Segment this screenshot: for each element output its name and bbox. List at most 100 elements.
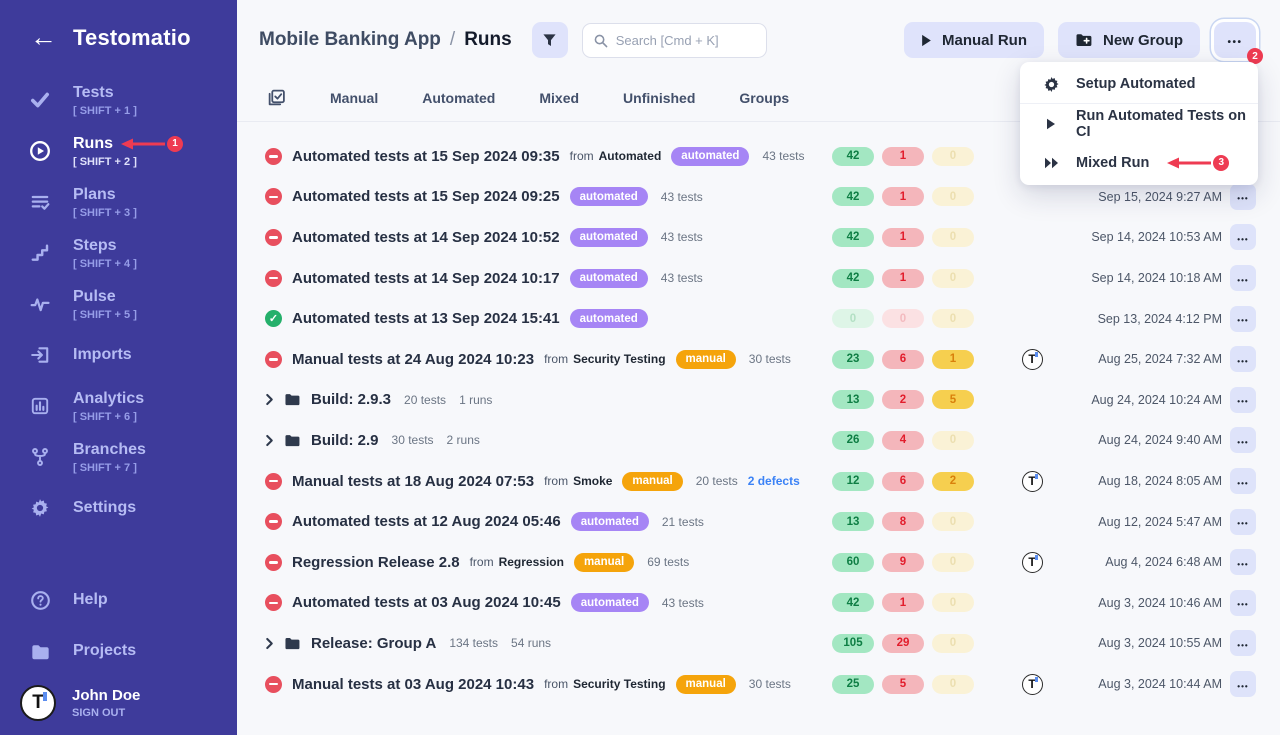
source-name: Smoke bbox=[573, 474, 613, 489]
row-menu-button[interactable] bbox=[1230, 386, 1256, 413]
annotation-arrow-1: 1 bbox=[121, 135, 183, 152]
ellipsis-icon bbox=[1237, 392, 1248, 407]
row-menu-button[interactable] bbox=[1230, 549, 1256, 576]
run-row[interactable]: Regression Release 2.8 from Regression manu… bbox=[265, 542, 1256, 583]
tests-count: 21 tests bbox=[661, 514, 704, 529]
runs-board-icon[interactable] bbox=[267, 88, 286, 107]
sidebar-item-shortcut: [ SHIFT + 4 ] bbox=[73, 257, 137, 270]
sidebar-item-tests[interactable]: Tests [ SHIFT + 1 ] bbox=[0, 83, 237, 117]
runs-list: Automated tests at 15 Sep 2024 09:35 from… bbox=[237, 122, 1280, 704]
row-menu-button[interactable] bbox=[1230, 427, 1256, 454]
sign-out-link[interactable]: SIGN OUT bbox=[72, 707, 126, 719]
run-row[interactable]: Automated tests at 03 Aug 2024 10:45 auto… bbox=[265, 583, 1256, 624]
tests-count: 43 tests bbox=[661, 595, 704, 610]
row-menu-button[interactable] bbox=[1230, 224, 1256, 251]
run-row[interactable]: Automated tests at 13 Sep 2024 15:41 auto… bbox=[265, 298, 1256, 339]
sidebar-item-projects[interactable]: Projects bbox=[0, 634, 237, 668]
steps-icon bbox=[29, 243, 51, 263]
annotation-badge: 1 bbox=[167, 135, 183, 152]
group-row[interactable]: Build: 2.9.3 20 tests 1 runs 13 2 5 Aug 24, 20… bbox=[265, 380, 1256, 421]
ellipsis-icon bbox=[1237, 636, 1248, 651]
sidebar-item-runs[interactable]: Runs 1 [ SHIFT + 2 ] bbox=[0, 134, 237, 168]
user-avatar[interactable] bbox=[20, 685, 56, 721]
sidebar-item-imports[interactable]: Imports bbox=[0, 338, 237, 372]
chevron-right-icon[interactable] bbox=[265, 391, 274, 408]
user-row: John Doe SIGN OUT bbox=[0, 685, 237, 721]
sidebar-item-analytics[interactable]: Analytics [ SHIFT + 6 ] bbox=[0, 389, 237, 423]
run-title: Build: 2.9.3 bbox=[311, 391, 392, 409]
double-play-icon bbox=[1042, 157, 1060, 169]
row-menu-button[interactable] bbox=[1230, 305, 1256, 332]
sidebar-item-settings[interactable]: Settings bbox=[0, 491, 237, 525]
row-menu-button[interactable] bbox=[1230, 265, 1256, 292]
passed-count-pill: 42 bbox=[832, 187, 874, 207]
row-menu-button[interactable] bbox=[1230, 671, 1256, 698]
run-author-avatar bbox=[1021, 470, 1043, 492]
run-status-blocked-icon bbox=[265, 350, 282, 368]
row-menu-button[interactable] bbox=[1230, 630, 1256, 657]
failed-count-pill: 6 bbox=[882, 471, 924, 491]
failed-count-pill: 6 bbox=[882, 349, 924, 369]
run-row[interactable]: Automated tests at 14 Sep 2024 10:52 auto… bbox=[265, 217, 1256, 258]
run-row[interactable]: Automated tests at 14 Sep 2024 10:17 auto… bbox=[265, 258, 1256, 299]
play-icon bbox=[921, 34, 932, 47]
ellipsis-icon bbox=[1237, 514, 1248, 529]
from-label: from bbox=[544, 677, 569, 692]
run-row[interactable]: Manual tests at 18 Aug 2024 07:53 from Smo… bbox=[265, 461, 1256, 502]
run-title: Automated tests at 13 Sep 2024 15:41 bbox=[292, 310, 560, 328]
run-row[interactable]: Automated tests at 15 Sep 2024 09:35 from… bbox=[265, 136, 1256, 177]
group-row[interactable]: Release: Group A 134 tests 54 runs 105 29 0 Au… bbox=[265, 623, 1256, 664]
sidebar-item-pulse[interactable]: Pulse [ SHIFT + 5 ] bbox=[0, 287, 237, 321]
sidebar-item-branches[interactable]: Branches [ SHIFT + 7 ] bbox=[0, 440, 237, 474]
chevron-right-icon[interactable] bbox=[265, 432, 274, 449]
breadcrumb-separator: / bbox=[449, 29, 456, 50]
result-pills: 25 5 0 bbox=[832, 674, 1000, 694]
back-arrow-icon[interactable] bbox=[30, 24, 57, 51]
sidebar-item-label: Projects bbox=[73, 642, 137, 659]
run-row[interactable]: Automated tests at 15 Sep 2024 09:25 auto… bbox=[265, 177, 1256, 218]
run-row[interactable]: Automated tests at 12 Aug 2024 05:46 auto… bbox=[265, 501, 1256, 542]
sidebar-item-plans[interactable]: Plans [ SHIFT + 3 ] bbox=[0, 185, 237, 219]
chevron-right-icon[interactable] bbox=[265, 635, 274, 652]
tab-automated[interactable]: Automated bbox=[422, 89, 496, 106]
menu-item-run-automated-ci[interactable]: Run Automated Tests on CI bbox=[1020, 104, 1258, 143]
run-date: Sep 14, 2024 10:18 AM bbox=[1091, 271, 1222, 286]
result-pills: 42 1 0 bbox=[832, 268, 1000, 288]
run-row[interactable]: Manual tests at 24 Aug 2024 10:23 from Sec… bbox=[265, 339, 1256, 380]
run-status-blocked-icon bbox=[265, 147, 282, 165]
row-menu-button[interactable] bbox=[1230, 468, 1256, 495]
row-menu-button[interactable] bbox=[1230, 183, 1256, 210]
ellipsis-icon bbox=[1237, 474, 1248, 489]
sidebar-item-steps[interactable]: Steps [ SHIFT + 4 ] bbox=[0, 236, 237, 270]
menu-item-mixed-run[interactable]: Mixed Run 3 bbox=[1020, 143, 1258, 182]
manual-run-button[interactable]: Manual Run bbox=[903, 22, 1044, 58]
sidebar-item-shortcut: [ SHIFT + 1 ] bbox=[73, 104, 137, 117]
breadcrumb-project[interactable]: Mobile Banking App bbox=[259, 29, 441, 50]
tab-manual[interactable]: Manual bbox=[330, 89, 379, 106]
skipped-count-pill: 0 bbox=[932, 552, 974, 572]
search-input[interactable] bbox=[615, 32, 756, 48]
run-row[interactable]: Manual tests at 03 Aug 2024 10:43 from Sec… bbox=[265, 664, 1256, 705]
defects-link[interactable]: 2 defects bbox=[747, 474, 800, 489]
filter-button[interactable] bbox=[531, 22, 568, 58]
run-author-avatar bbox=[1021, 551, 1043, 573]
run-title: Automated tests at 03 Aug 2024 10:45 bbox=[292, 594, 561, 612]
passed-count-pill: 60 bbox=[832, 552, 874, 572]
row-menu-button[interactable] bbox=[1230, 508, 1256, 535]
more-actions-button[interactable]: 2 bbox=[1214, 22, 1263, 64]
row-menu-button[interactable] bbox=[1230, 346, 1256, 373]
failed-count-pill: 2 bbox=[882, 390, 924, 410]
run-status-blocked-icon bbox=[265, 675, 282, 693]
source-name: Security Testing bbox=[573, 677, 666, 692]
run-status-blocked-icon bbox=[265, 269, 282, 287]
tests-count: 30 tests bbox=[748, 677, 791, 692]
tab-mixed[interactable]: Mixed bbox=[539, 89, 580, 106]
row-menu-button[interactable] bbox=[1230, 589, 1256, 616]
new-group-button[interactable]: New Group bbox=[1057, 22, 1200, 58]
tab-unfinished[interactable]: Unfinished bbox=[623, 89, 696, 106]
sidebar-item-help[interactable]: Help bbox=[0, 583, 237, 617]
menu-item-setup-automated[interactable]: Setup Automated bbox=[1020, 65, 1258, 104]
result-pills: 42 1 0 bbox=[832, 593, 1000, 613]
group-row[interactable]: Build: 2.9 30 tests 2 runs 26 4 0 Aug 24, 2024… bbox=[265, 420, 1256, 461]
tab-groups[interactable]: Groups bbox=[739, 89, 790, 106]
